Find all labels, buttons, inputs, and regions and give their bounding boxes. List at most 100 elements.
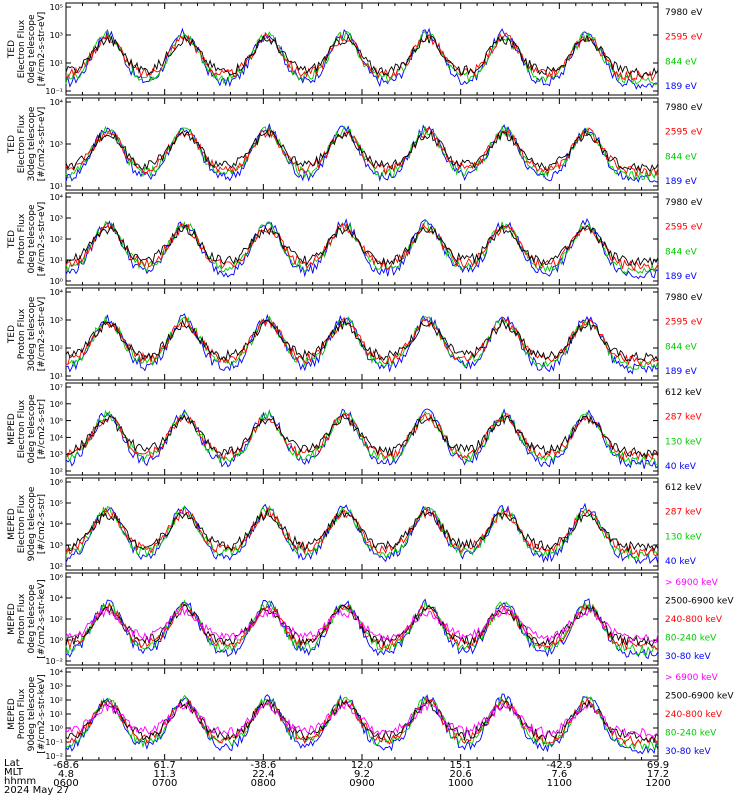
panel-2-series-trace [65,128,659,173]
y-tick-label: 10⁻¹ [45,87,63,96]
panel-3-frame [65,192,659,286]
panel-8-legend-entry: 2500-6900 keV [665,692,734,702]
panel-7-series-trace [65,605,659,644]
y-tick-label: 10⁴ [50,98,63,107]
y-tick-label: 10⁴ [50,520,63,529]
panel-4-legend-entry: 189 eV [665,367,698,377]
panel-2-legend-entry: 189 eV [665,177,698,187]
panel-5-ylabel: [#/cm2-s-str] [37,399,47,459]
panel-5-legend-entry: 130 keV [665,437,702,447]
panel-5-ylabel: 0deg telescope [27,394,37,464]
panel-2-series-trace [65,125,659,181]
y-tick-label: 10⁵ [50,499,63,508]
y-tick-label: 10² [50,467,63,476]
panel-5-ylabel: Electron Flux [17,399,27,458]
panel-1-legend-entry: 844 eV [665,57,698,67]
y-tick-label: 10¹ [50,182,63,191]
lat-row-label: Lat [4,758,20,769]
y-tick-label: 10⁰ [50,277,63,286]
panel-2-frame [65,97,659,191]
panel-1-legend-entry: 189 eV [665,82,698,92]
panel-6-frame [65,477,659,571]
panel-7-legend-entry: 240-800 keV [665,615,723,625]
panel-6-ylabel: MEPED [7,508,17,540]
panel-4-series-trace [65,318,659,362]
panel-1-ylabel: Electron Flux [17,19,27,78]
panel-7-ylabel: Proton Flux [17,593,27,644]
y-tick-label: 10⁻¹ [45,738,63,747]
x-tick-label-hhmm: 1000 [448,778,473,789]
panel-1-frame [65,2,659,96]
panel-1-legend-entry: 2595 eV [665,33,703,43]
y-tick-label: 10⁴ [50,193,63,202]
panel-2-legend-entry: 2595 eV [665,128,703,138]
panel-6-ylabel: [#/cm2-s-str] [37,494,47,554]
x-tick-label-mlt: 17.2 [647,769,669,780]
x-tick-label-hhmm: 0800 [251,778,276,789]
panel-8-series-trace [65,700,659,738]
mlt-row-label: MLT [4,767,23,778]
panel-6-legend-entry: 287 keV [665,508,702,518]
panel-8-legend-entry: > 6900 keV [665,673,719,683]
y-tick-label: 10⁴ [50,288,63,297]
panel-6-series-trace [65,502,659,565]
x-tick-label-lat: 69.9 [647,760,669,771]
panel-4-ylabel: 30deg telescope [27,296,37,371]
y-tick-label: 10⁴ [50,594,63,603]
y-tick-label: 10⁷ [50,383,63,392]
panel-2-ylabel: Electron Flux [17,114,27,173]
y-tick-label: 10¹ [50,710,63,719]
panel-1-series-trace [65,33,659,78]
panel-8-ylabel: MEPED [7,698,17,730]
panel-2-ylabel: 30deg telescope [27,106,37,181]
panel-7-ylabel: MEPED [7,603,17,635]
y-tick-label: 10³ [50,140,63,149]
y-tick-label: 10³ [50,316,63,325]
panel-5-legend-entry: 40 keV [665,462,697,472]
x-tick-label-mlt: 11.3 [154,769,176,780]
panel-3-series-trace [65,220,659,275]
panel-4-ylabel: [#/cm2-s-str-eV] [37,297,47,372]
x-tick-label-hhmm: 1100 [547,778,572,789]
panel-3-legend-entry: 189 eV [665,272,698,282]
y-tick-label: 10¹ [50,372,63,381]
x-tick-label-hhmm: 1200 [645,778,670,789]
x-tick-label-mlt: 20.6 [450,769,472,780]
panel-8-series-trace [65,697,659,747]
y-tick-label: 10² [50,615,63,624]
panel-8-legend-entry: 30-80 keV [665,747,711,757]
y-tick-label: 10² [50,562,63,571]
x-tick-label-lat: 12.0 [351,760,373,771]
y-tick-label: 10² [50,235,63,244]
panel-4-legend-entry: 2595 eV [665,318,703,328]
panel-6-ylabel: 90deg telescope [27,486,37,561]
panel-7-legend-entry: 2500-6900 keV [665,597,734,607]
panel-1-series-trace [65,29,659,85]
panel-3-series-trace [65,224,659,267]
x-tick-label-lat: -38.6 [250,760,276,771]
panel-6-legend-entry: 130 keV [665,532,702,542]
y-tick-label: 10³ [50,450,63,459]
panel-3-legend-entry: 844 eV [665,247,698,257]
panel-8-ylabel: [#/cm2-s-str-keV] [37,674,47,753]
y-tick-label: 10⁶ [50,573,63,582]
panel-8-ylabel: Proton Flux [17,688,27,739]
y-tick-label: 10⁻² [45,657,63,666]
x-tick-label-lat: -42.9 [546,760,572,771]
panel-7-legend-entry: > 6900 keV [665,578,719,588]
panel-5-ylabel: MEPED [7,413,17,445]
y-tick-label: 10³ [50,682,63,691]
y-tick-label: 10⁴ [50,668,63,677]
panel-4-frame [65,287,659,381]
panel-4-legend-entry: 844 eV [665,342,698,352]
date-label: 2024 May 27 [4,785,70,796]
panel-4-ylabel: Proton Flux [17,308,27,359]
panel-8-frame [65,667,659,761]
panel-3-ylabel: 0deg telescope [27,204,37,274]
panel-8-series-trace [65,694,659,751]
panel-3-legend-entry: 2595 eV [665,223,703,233]
panel-6-legend-entry: 612 keV [665,483,702,493]
x-tick-label-mlt: 7.6 [551,769,567,780]
panel-6-series-trace [65,506,659,558]
